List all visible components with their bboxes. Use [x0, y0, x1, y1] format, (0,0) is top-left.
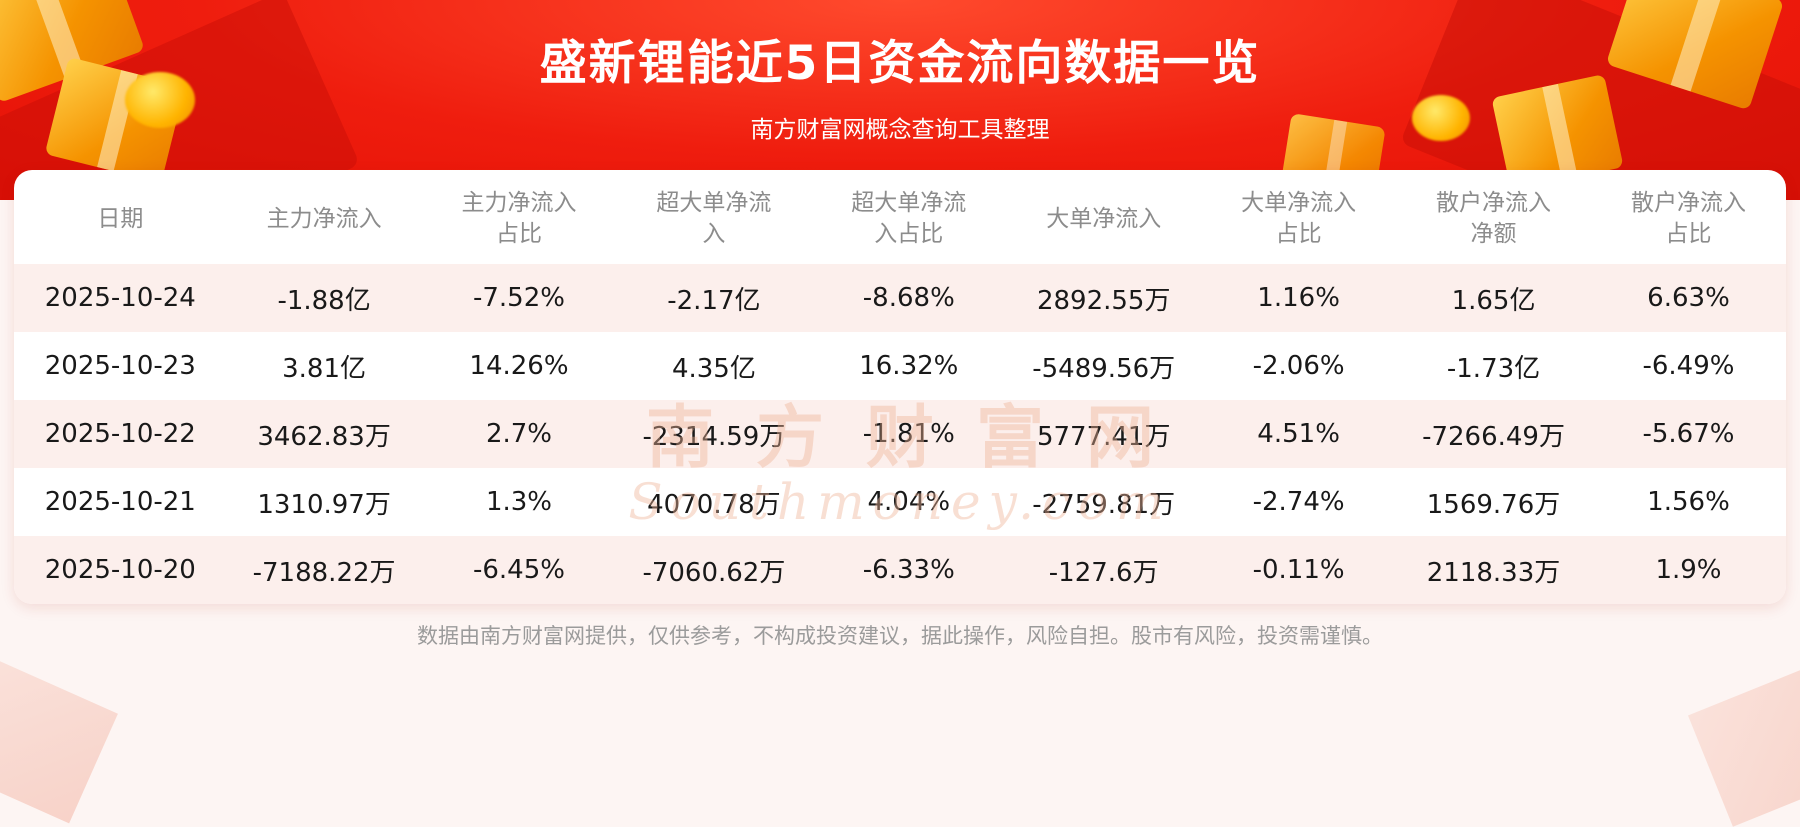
table-cell: 1.16% [1257, 283, 1340, 314]
table-cell: 4.04% [867, 487, 951, 518]
table-cell: -2.17亿 [667, 285, 761, 316]
table-cell: 1.9% [1655, 555, 1722, 586]
fund-flow-table-card: 日期 主力净流入 主力净流入 占比 超大单净流 入 超大单净流 入占比 大单净流… [14, 170, 1786, 605]
table-cell: 1.3% [485, 487, 553, 518]
table-row: 2025-10-22 3462.83万 2.7% -2314.59万 -1.81… [14, 400, 1786, 469]
table-cell-date: 2025-10-22 [44, 419, 196, 450]
table-cell: 5777.41万 [1036, 421, 1171, 452]
table-cell: -6.49% [1642, 351, 1735, 382]
column-header-date: 日期 [97, 205, 144, 232]
table-cell: 4.35亿 [671, 353, 756, 384]
table-row: 2025-10-21 1310.97万 1.3% 4070.78万 4.04% … [14, 468, 1786, 536]
table-cell: -7.52% [472, 283, 565, 314]
fund-flow-table: 日期 主力净流入 主力净流入 占比 超大单净流 入 超大单净流 入占比 大单净流… [14, 170, 1786, 605]
table-cell: -7060.62万 [642, 557, 786, 588]
table-cell: 4.51% [1257, 419, 1340, 450]
column-header-main-net-inflow: 主力净流入 [266, 205, 382, 232]
table-cell: -7266.49万 [1422, 421, 1565, 452]
table-cell: 1.56% [1647, 487, 1730, 518]
table-cell: -6.45% [472, 555, 565, 586]
table-row: 2025-10-23 3.81亿 14.26% 4.35亿 16.32% -54… [14, 332, 1786, 400]
table-cell-date: 2025-10-20 [44, 555, 196, 586]
table-cell: -2759.81万 [1032, 489, 1176, 520]
table-cell: 3462.83万 [257, 421, 391, 452]
table-row: 2025-10-24 -1.88亿 -7.52% -2.17亿 -8.68% 2… [14, 264, 1786, 333]
table-cell: -6.33% [862, 555, 955, 586]
page-title: 盛新锂能近5日资金流向数据一览 [539, 36, 1261, 91]
table-header-row: 日期 主力净流入 主力净流入 占比 超大单净流 入 超大单净流 入占比 大单净流… [14, 170, 1786, 264]
column-header-main-net-inflow-ratio: 主力净流入 占比 [461, 190, 577, 248]
gold-glow-decoration-icon [1412, 95, 1470, 141]
table-cell: 2892.55万 [1036, 285, 1171, 316]
table-cell: -7188.22万 [252, 557, 396, 588]
table-cell: 6.63% [1647, 283, 1730, 314]
table-cell: -5489.56万 [1032, 353, 1176, 384]
table-cell: -1.73亿 [1446, 353, 1541, 384]
table-cell-date: 2025-10-23 [44, 351, 196, 382]
table-cell: -8.68% [862, 283, 955, 314]
table-cell: -2.06% [1252, 351, 1345, 382]
column-header-large-order-net-inflow: 大单净流入 [1046, 205, 1162, 232]
table-cell: 2118.33万 [1426, 557, 1561, 588]
table-cell-date: 2025-10-21 [44, 487, 196, 518]
column-header-xl-order-net-inflow: 超大单净流 入 [656, 190, 772, 248]
table-cell: -0.11% [1252, 555, 1345, 586]
table-cell: 3.81亿 [282, 353, 367, 384]
table-row: 2025-10-20 -7188.22万 -6.45% -7060.62万 -6… [14, 536, 1786, 605]
table-cell: 16.32% [859, 351, 959, 382]
table-cell: -2.74% [1252, 487, 1345, 518]
table-cell: 2.7% [485, 419, 553, 450]
corner-decoration-bottom-left-icon [0, 652, 118, 824]
corner-decoration-bottom-right-icon [1687, 659, 1800, 827]
table-cell: -127.6万 [1048, 557, 1159, 588]
column-header-retail-net-inflow: 散户净流入 净额 [1436, 190, 1552, 248]
gold-glow-decoration-icon [125, 72, 195, 128]
table-cell-date: 2025-10-24 [44, 283, 196, 314]
footer-disclaimer: 数据由南方财富网提供，仅供参考，不构成投资建议，据此操作，风险自担。股市有风险，… [417, 624, 1383, 648]
column-header-large-order-net-inflow-ratio: 大单净流入 占比 [1241, 190, 1357, 248]
header-banner: 盛新锂能近5日资金流向数据一览 南方财富网概念查询工具整理 [0, 0, 1800, 200]
table-cell: 1310.97万 [257, 489, 391, 520]
table-cell: 1.65亿 [1451, 285, 1536, 316]
table-cell: -2314.59万 [642, 421, 786, 452]
table-cell: -1.81% [862, 419, 955, 450]
table-cell: -5.67% [1642, 419, 1735, 450]
page-subtitle: 南方财富网概念查询工具整理 [750, 117, 1050, 143]
table-cell: 14.26% [469, 351, 569, 382]
table-cell: 1569.76万 [1426, 489, 1561, 520]
table-cell: -1.88亿 [277, 285, 371, 316]
table-cell: 4070.78万 [647, 489, 781, 520]
column-header-xl-order-net-inflow-ratio: 超大单净流 入占比 [851, 190, 967, 248]
column-header-retail-net-inflow-ratio: 散户净流入 占比 [1630, 190, 1746, 248]
